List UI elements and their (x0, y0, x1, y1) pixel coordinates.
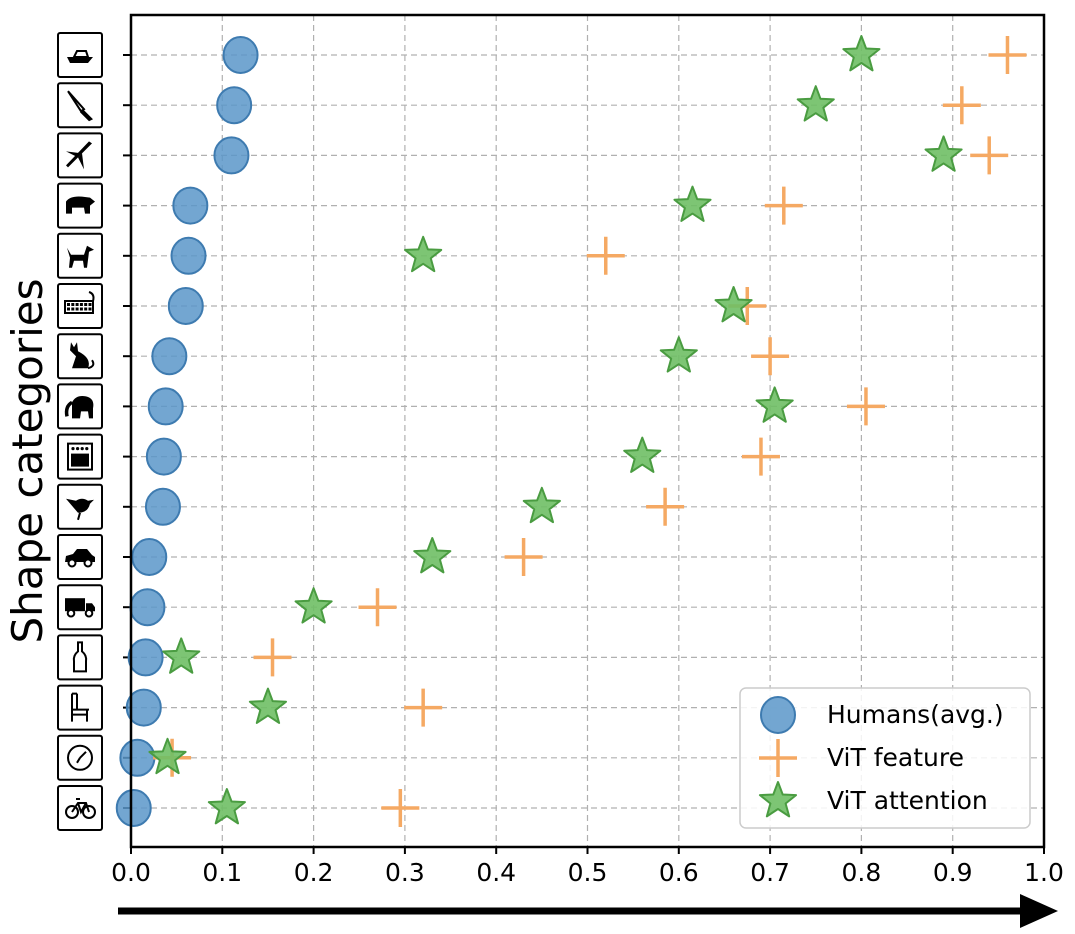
x-tick-label: 0.7 (750, 858, 790, 887)
data-point (796, 85, 835, 122)
data-point (216, 86, 253, 125)
data-point (222, 36, 259, 74)
x-axis-arrow (118, 894, 1058, 928)
data-point (522, 486, 561, 524)
data-point (213, 136, 250, 175)
legend-marker (759, 739, 797, 777)
x-tick-label: 0.0 (111, 858, 151, 887)
data-point (170, 236, 207, 275)
data-point (942, 86, 981, 125)
data-point (714, 286, 753, 323)
series-circle (115, 36, 259, 827)
data-point (924, 135, 963, 172)
data-point (248, 687, 288, 724)
data-point (162, 637, 201, 674)
x-tick-label: 0.9 (933, 858, 973, 887)
data-point (988, 36, 1027, 74)
data-point (741, 437, 780, 476)
series (115, 35, 1027, 827)
car-icon (57, 534, 103, 580)
bicycle-icon (57, 785, 103, 831)
x-axis: 0.0 0.1 0.2 0.3 0.4 0.5 0.6 0.7 0.8 0.9 1.0 (111, 847, 1064, 887)
data-point (764, 186, 803, 225)
data-point (129, 588, 166, 627)
x-tick-label: 0.8 (842, 858, 882, 887)
data-point (504, 538, 543, 576)
legend-marker (758, 781, 798, 818)
cat-icon (57, 333, 103, 380)
data-point (586, 236, 625, 275)
data-point (131, 538, 168, 576)
boat-icon (57, 32, 103, 78)
clock-icon (57, 734, 103, 781)
truck-icon (57, 584, 103, 631)
data-point (145, 437, 182, 476)
bottle-icon (57, 634, 103, 681)
legend-label-vit-feature: ViT feature (827, 743, 964, 772)
y-axis-title: Shape categories (3, 278, 52, 643)
legend-marker-vit-feature (759, 739, 797, 777)
legend-marker-vit-attention (758, 781, 798, 818)
data-point (151, 337, 188, 376)
dog-icon (57, 232, 103, 279)
x-tick-label: 0.1 (202, 858, 242, 887)
data-point (404, 235, 443, 273)
data-point (172, 186, 209, 225)
data-point (294, 587, 333, 624)
legend-marker-humans (760, 696, 796, 734)
data-point (404, 688, 443, 727)
data-point (207, 788, 246, 825)
legend-marker (760, 696, 796, 734)
data-point (646, 487, 685, 526)
data-point (842, 35, 881, 72)
airplane-icon (57, 132, 103, 179)
legend-label-humans: Humans(avg.) (827, 700, 1004, 729)
data-point (970, 136, 1009, 175)
data-point (147, 387, 184, 426)
category-icons (57, 32, 131, 831)
data-point (144, 487, 181, 526)
x-tick-label: 0.2 (294, 858, 334, 887)
data-point (119, 738, 156, 777)
data-point (115, 789, 152, 827)
data-point (381, 789, 420, 827)
chair-icon (57, 684, 103, 731)
series-star (148, 35, 963, 825)
x-tick-label: 0.4 (476, 858, 516, 887)
keyboard-icon (57, 283, 103, 329)
x-tick-label: 0.3 (385, 858, 425, 887)
data-point (846, 387, 885, 426)
legend: Humans(avg.) ViT feature ViT attention (739, 687, 1031, 829)
data-point (623, 436, 662, 473)
bear-icon (57, 182, 103, 229)
x-axis-arrow-head (1020, 894, 1058, 928)
knife-icon (57, 82, 103, 129)
data-point (673, 185, 712, 222)
data-point (148, 737, 187, 775)
data-point (127, 638, 164, 677)
elephant-icon (57, 383, 103, 430)
data-point (413, 537, 452, 574)
data-point (125, 688, 162, 727)
x-tick-label: 0.5 (568, 858, 608, 887)
oven-icon (57, 433, 103, 480)
data-point (751, 337, 790, 376)
data-point (358, 588, 397, 627)
x-tick-label: 0.6 (659, 858, 699, 887)
series-plus (153, 36, 1027, 827)
legend-box (739, 687, 1031, 829)
legend-label-vit-attention: ViT attention (827, 786, 988, 815)
bird-icon (57, 483, 103, 530)
data-point (167, 287, 204, 325)
data-point (253, 638, 292, 677)
x-tick-label: 1.0 (1024, 858, 1064, 887)
data-point (659, 336, 698, 373)
data-point (755, 386, 794, 423)
